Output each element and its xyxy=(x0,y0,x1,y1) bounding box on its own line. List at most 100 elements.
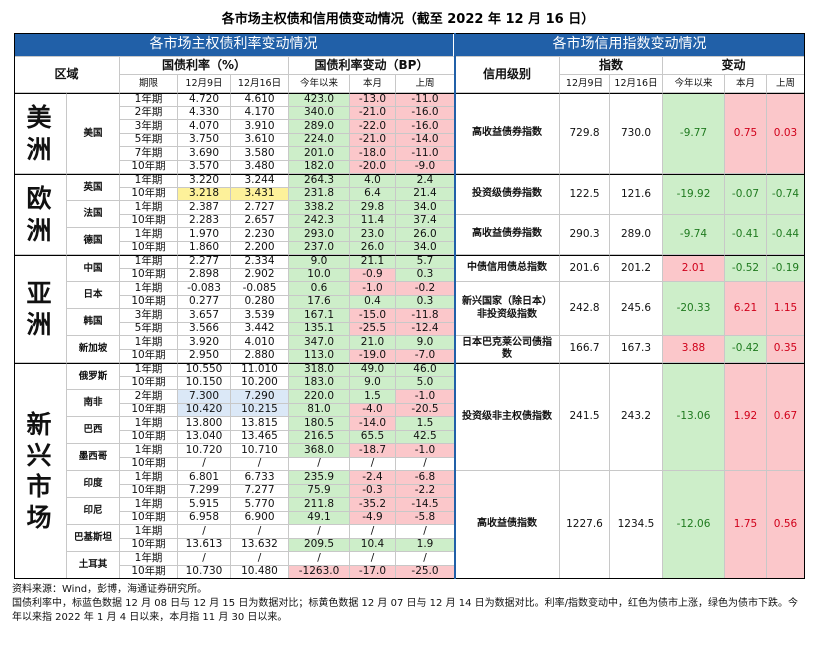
index-value: 290.3 xyxy=(560,214,610,255)
term: 3年期 xyxy=(120,309,178,323)
rate-value: -14.0 xyxy=(396,133,455,147)
rate-value: -11.0 xyxy=(396,147,455,161)
country: 墨西哥 xyxy=(67,444,120,471)
title: 各市场主权债和信用债变动情况（截至 2022 年 12 月 16 日） xyxy=(221,12,595,27)
rate-value: 21.1 xyxy=(350,255,396,269)
term: 1年期 xyxy=(120,201,178,215)
rate-value: / xyxy=(396,457,455,471)
note: 资料来源：Wind，彭博，海通证券研究所。 xyxy=(12,584,208,595)
rate-value: / xyxy=(289,457,350,471)
rate-value: 4.010 xyxy=(231,336,289,350)
rate-value: 3.566 xyxy=(178,322,231,336)
section-heading: 各市场主权债利率变动情况 xyxy=(14,33,455,57)
rate-value: 13.800 xyxy=(178,417,231,431)
term: 5年期 xyxy=(120,322,178,336)
rate-value: 0.6 xyxy=(289,282,350,296)
term: 1年期 xyxy=(120,552,178,566)
rate-value: 9.0 xyxy=(396,336,455,350)
rate-value: -18.7 xyxy=(350,444,396,458)
rate-value: 23.0 xyxy=(350,228,396,242)
rate-value: 10.420 xyxy=(178,403,231,417)
country: 巴西 xyxy=(67,417,120,444)
rate-value: -0.3 xyxy=(350,484,396,498)
rate-value: 3.539 xyxy=(231,309,289,323)
rate-value: 167.1 xyxy=(289,309,350,323)
rate-value: 0.277 xyxy=(178,295,231,309)
header: 信用级别 xyxy=(455,57,560,93)
sub-header: 今年以来 xyxy=(289,75,350,93)
rate-value: / xyxy=(396,525,455,539)
rate-value: 10.4 xyxy=(350,538,396,552)
region: 新兴市场 xyxy=(14,363,67,579)
rate-value: 17.6 xyxy=(289,295,350,309)
rate-value: 1.9 xyxy=(396,538,455,552)
rate-value: / xyxy=(178,457,231,471)
index-value: 0.03 xyxy=(767,93,805,174)
index-value: 1.92 xyxy=(725,363,767,471)
index-value: 1.15 xyxy=(767,282,805,336)
rate-value: 242.3 xyxy=(289,214,350,228)
rate-value: -4.9 xyxy=(350,511,396,525)
index-value: -20.33 xyxy=(663,282,725,336)
index-value: -12.06 xyxy=(663,471,725,579)
rate-value: 13.465 xyxy=(231,430,289,444)
rate-value: 340.0 xyxy=(289,106,350,120)
index-value: 729.8 xyxy=(560,93,610,174)
rate-value: 3.657 xyxy=(178,309,231,323)
rate-value: -12.4 xyxy=(396,322,455,336)
rate-value: -25.5 xyxy=(350,322,396,336)
rate-value: 10.730 xyxy=(178,565,231,579)
rate-value: 26.0 xyxy=(350,241,396,255)
rate-value: 6.4 xyxy=(350,187,396,201)
term: 10年期 xyxy=(120,484,178,498)
rate-value: 264.3 xyxy=(289,174,350,188)
rate-value: -35.2 xyxy=(350,498,396,512)
rate-value: 0.280 xyxy=(231,295,289,309)
term: 10年期 xyxy=(120,538,178,552)
country: 土耳其 xyxy=(67,552,120,579)
rate-value: -2.2 xyxy=(396,484,455,498)
credit-grade: 投资级非主权债指数 xyxy=(455,363,560,471)
rate-value: 13.632 xyxy=(231,538,289,552)
credit-grade: 高收益债指数 xyxy=(455,471,560,579)
rate-value: 10.550 xyxy=(178,363,231,377)
rate-value: 135.1 xyxy=(289,322,350,336)
country: 日本 xyxy=(67,282,120,309)
index-value: 121.6 xyxy=(610,174,663,215)
rate-value: -22.0 xyxy=(350,120,396,134)
term: 10年期 xyxy=(120,457,178,471)
credit-grade: 投资级债券指数 xyxy=(455,174,560,215)
rate-value: 4.170 xyxy=(231,106,289,120)
term: 1年期 xyxy=(120,336,178,350)
term: 10年期 xyxy=(120,376,178,390)
rate-value: 2.880 xyxy=(231,349,289,363)
rate-value: 289.0 xyxy=(289,120,350,134)
rate-value: / xyxy=(178,552,231,566)
rate-value: -14.5 xyxy=(396,498,455,512)
term: 3年期 xyxy=(120,120,178,134)
index-value: -9.77 xyxy=(663,93,725,174)
rate-value: 209.5 xyxy=(289,538,350,552)
rate-value: -5.8 xyxy=(396,511,455,525)
rate-value: 201.0 xyxy=(289,147,350,161)
rate-value: / xyxy=(396,552,455,566)
rate-value: -21.0 xyxy=(350,133,396,147)
index-value: -0.44 xyxy=(767,214,805,255)
rate-value: 2.727 xyxy=(231,201,289,215)
credit-grade: 高收益债券指数 xyxy=(455,93,560,174)
rate-value: 49.1 xyxy=(289,511,350,525)
rate-value: / xyxy=(289,552,350,566)
rate-value: -0.085 xyxy=(231,282,289,296)
country: 印尼 xyxy=(67,498,120,525)
rate-value: 4.0 xyxy=(350,174,396,188)
rate-value: 4.610 xyxy=(231,93,289,107)
index-value: 245.6 xyxy=(610,282,663,336)
country: 德国 xyxy=(67,228,120,255)
rate-value: 235.9 xyxy=(289,471,350,485)
region: 欧洲 xyxy=(14,174,67,255)
rate-value: -1.0 xyxy=(396,390,455,404)
rate-value: 10.710 xyxy=(231,444,289,458)
region: 美洲 xyxy=(14,93,67,174)
rate-value: -21.0 xyxy=(350,106,396,120)
